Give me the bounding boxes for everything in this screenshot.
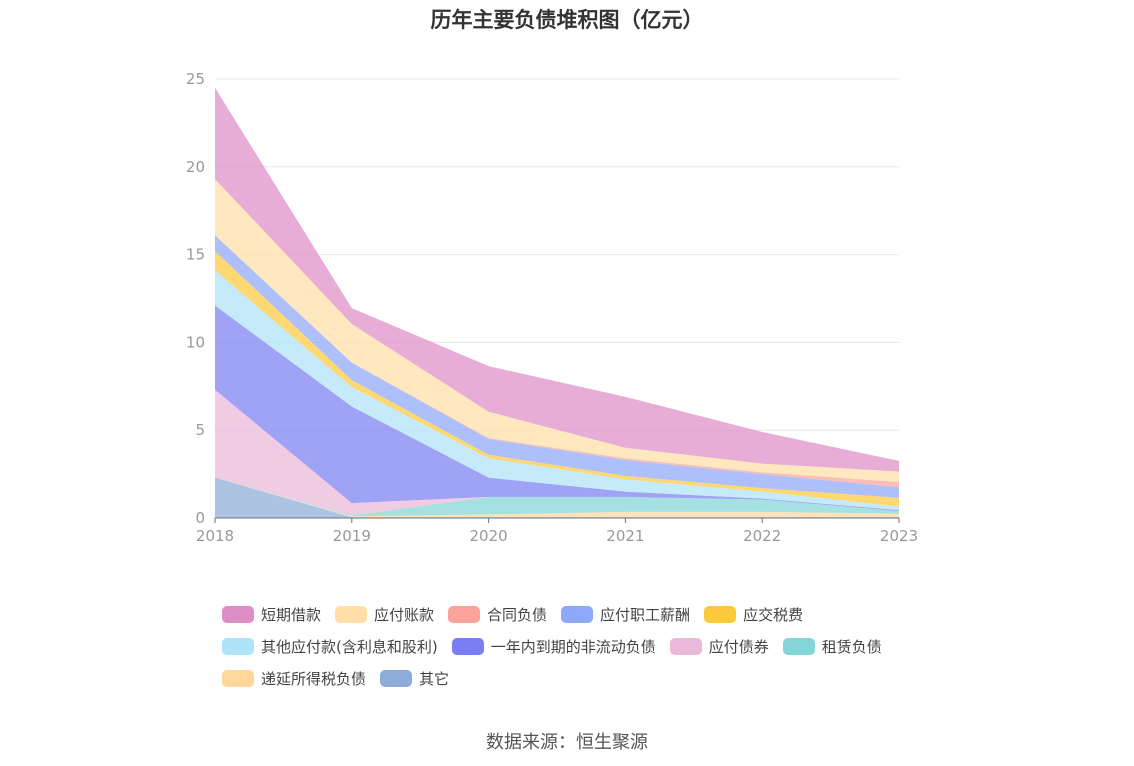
legend-label: 应付账款	[374, 605, 435, 624]
area-series[interactable]	[215, 87, 899, 472]
x-tick-label: 2023	[880, 527, 918, 545]
legend-row: 递延所得税负债 其它	[222, 662, 942, 694]
legend-item[interactable]: 合同负债	[448, 604, 547, 625]
legend-swatch	[669, 637, 702, 655]
legend-label: 合同负债	[487, 605, 548, 624]
area-series[interactable]	[215, 179, 899, 483]
legend-item[interactable]: 其它	[380, 668, 449, 689]
legend-label: 应交税费	[743, 605, 804, 624]
x-tick-label: 2020	[470, 527, 508, 545]
legend-swatch	[335, 605, 368, 623]
legend-row: 短期借款 应付账款 合同负债 应付职工薪酬 应交税费	[222, 598, 942, 630]
legend-label: 其它	[419, 669, 450, 688]
legend-label: 应付职工薪酬	[600, 605, 691, 624]
legend-swatch	[782, 637, 815, 655]
legend-swatch	[380, 669, 413, 687]
x-tick-label: 2018	[196, 527, 234, 545]
legend-swatch	[451, 637, 484, 655]
legend-item[interactable]: 短期借款	[222, 604, 321, 625]
legend-label: 应付债券	[708, 637, 769, 656]
legend-label: 短期借款	[261, 605, 322, 624]
x-tick-label: 2022	[743, 527, 781, 545]
legend-item[interactable]: 应付债券	[669, 636, 769, 657]
y-tick-label: 5	[195, 421, 205, 439]
legend-label: 一年内到期的非流动负债	[490, 637, 656, 656]
legend-item[interactable]: 递延所得税负债	[222, 668, 366, 689]
chart-title: 历年主要负债堆积图（亿元）	[430, 8, 704, 32]
legend-swatch	[222, 669, 254, 687]
area-series[interactable]	[215, 270, 899, 511]
area-series[interactable]	[215, 477, 899, 518]
legend-label: 递延所得税负债	[261, 669, 367, 688]
legend: 短期借款 应付账款 合同负债 应付职工薪酬 应交税费其他应付款(含利息和股利) 一年内到期…	[222, 598, 942, 694]
y-tick-label: 0	[195, 509, 205, 527]
area-layer	[215, 87, 899, 518]
legend-swatch	[448, 605, 481, 623]
x-tick-label: 2019	[333, 527, 371, 545]
legend-item[interactable]: 一年内到期的非流动负债	[451, 636, 656, 657]
legend-item[interactable]: 租赁负债	[782, 636, 882, 657]
y-tick-label: 20	[186, 158, 205, 176]
area-series[interactable]	[215, 305, 899, 511]
y-tick-label: 10	[186, 333, 205, 351]
y-tick-label: 25	[186, 70, 205, 88]
area-series[interactable]	[215, 235, 899, 498]
area-series[interactable]	[215, 477, 899, 518]
legend-swatch	[704, 605, 737, 623]
axis-layer: 0 5 10 15 20 25 2018 2019 2020 2021 2022 2023	[186, 70, 918, 545]
data-source: 数据来源：恒生聚源	[486, 732, 648, 753]
legend-item[interactable]: 其他应付款(含利息和股利)	[222, 636, 438, 657]
legend-item[interactable]: 应付账款	[335, 604, 434, 625]
x-tick-label: 2021	[606, 527, 644, 545]
y-tick-label: 15	[186, 246, 205, 264]
stacked-area-chart: 0 5 10 15 20 25 2018 2019 2020 2021 2022 2023	[186, 70, 918, 545]
legend-row: 其他应付款(含利息和股利) 一年内到期的非流动负债 应付债券 租赁负债	[222, 630, 942, 662]
legend-item[interactable]: 应付职工薪酬	[561, 604, 690, 625]
legend-swatch	[561, 605, 594, 623]
legend-item[interactable]: 应交税费	[704, 604, 803, 625]
legend-swatch	[222, 605, 254, 623]
legend-label: 租赁负债	[821, 637, 882, 656]
legend-swatch	[222, 637, 254, 655]
legend-label: 其他应付款(含利息和股利)	[261, 637, 438, 656]
